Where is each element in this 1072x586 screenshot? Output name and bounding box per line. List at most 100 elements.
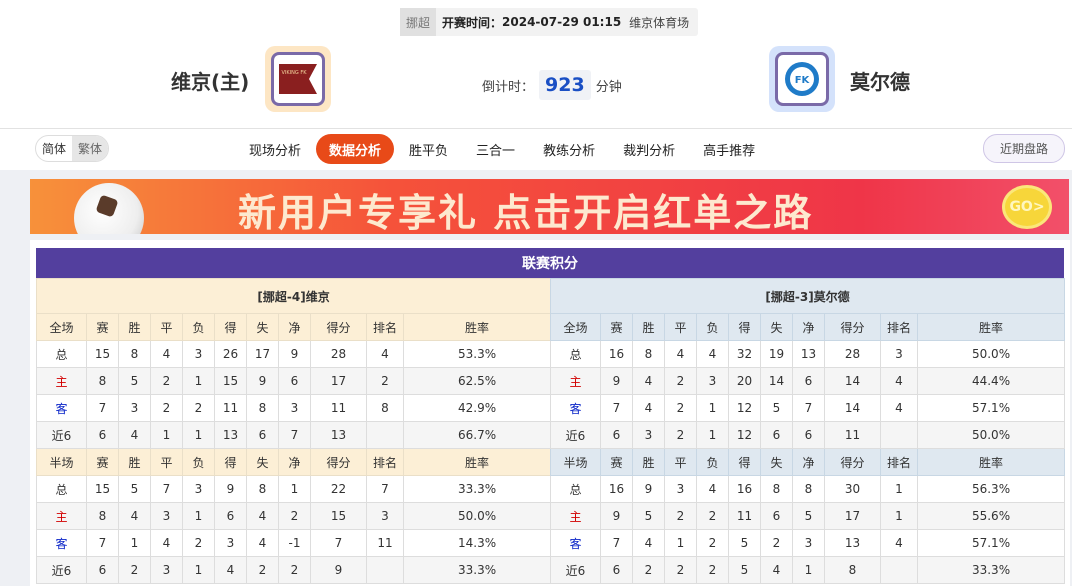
stat-cell: 2: [664, 556, 697, 584]
stat-cell: 13: [310, 421, 367, 449]
column-header: 胜率: [916, 313, 1066, 341]
home-team-name[interactable]: 维京(主): [171, 70, 250, 94]
league-tag[interactable]: 挪超: [400, 8, 437, 36]
stat-cell: 57.1%: [916, 394, 1066, 422]
row-label: 总: [36, 340, 87, 368]
stat-cell: 9: [278, 340, 311, 368]
away-team-logo[interactable]: FK: [769, 46, 835, 112]
stat-cell: 3: [150, 502, 183, 530]
language-toggle[interactable]: 简体 繁体: [35, 135, 110, 162]
lang-traditional[interactable]: 繁体: [72, 136, 109, 161]
tab-5[interactable]: 裁判分析: [623, 143, 676, 159]
stat-cell: 15: [214, 367, 247, 395]
stat-cell: 2: [150, 394, 183, 422]
stat-cell: 7: [600, 529, 633, 557]
tab-1[interactable]: 数据分析: [316, 134, 395, 164]
stat-cell: 7: [86, 394, 119, 422]
kickoff-time: 2024-07-29 01:15: [502, 15, 622, 29]
column-header-row: 全场赛胜平负得失净得分 排名 胜率: [550, 313, 1066, 341]
column-header: 排名: [366, 313, 404, 341]
stat-cell: 2: [664, 421, 697, 449]
stat-cell: 7: [366, 475, 404, 503]
countdown: 倒计时： 923 分钟: [482, 70, 622, 100]
column-header: 排名: [366, 448, 404, 476]
column-header: 排名: [880, 313, 918, 341]
stat-cell: 2: [664, 367, 697, 395]
stat-cell: 3: [214, 529, 247, 557]
tab-0[interactable]: 现场分析: [249, 143, 302, 159]
home-team-logo[interactable]: VIKING FK: [265, 46, 331, 112]
table-row: 主 8 4 3 1 6 4 2 15 3 50.0%: [36, 502, 552, 530]
stat-cell: 2: [696, 529, 729, 557]
promo-banner[interactable]: 新用户专享礼 点击开启红单之路 GO>: [30, 179, 1069, 234]
stat-cell: 7: [600, 394, 633, 422]
column-header: 平: [664, 448, 697, 476]
row-label: 客: [36, 394, 87, 422]
stat-cell: -1: [278, 529, 311, 557]
stat-cell: 5: [632, 502, 665, 530]
table-row: 总 15 5 7 3 9 8 1 22 7 33.3%: [36, 475, 552, 503]
column-header: 胜率: [916, 448, 1066, 476]
tab-3[interactable]: 三合一: [476, 143, 516, 159]
stat-cell: 53.3%: [402, 340, 552, 368]
stat-cell: 8: [246, 394, 279, 422]
table-row: 总 15 8 4 3 26 17 9 28 4 53.3%: [36, 340, 552, 368]
stat-cell: 5: [728, 529, 761, 557]
row-label: 近6: [550, 556, 601, 584]
stat-cell: 19: [760, 340, 793, 368]
column-header: 胜: [118, 313, 151, 341]
stat-cell: 4: [366, 340, 404, 368]
stat-cell: 26: [214, 340, 247, 368]
table-row: 客 7 3 2 2 11 8 3 11 8 42.9%: [36, 394, 552, 422]
home-standings-table: [挪超-4]维京 全场赛胜平负得失净得分 排名 胜率总 15 8 4 3 26 17 9 28 4 53.…: [35, 278, 552, 584]
countdown-label: 倒计时：: [482, 79, 535, 95]
tab-4[interactable]: 教练分析: [543, 143, 596, 159]
table-row: 近6 6 2 3 1 4 2 2 9 33.3%: [36, 556, 552, 584]
stat-cell: 11: [728, 502, 761, 530]
tab-2[interactable]: 胜平负: [409, 143, 449, 159]
stat-cell: 8: [824, 556, 881, 584]
away-team-name[interactable]: 莫尔德: [850, 70, 910, 94]
stat-cell: 3: [792, 529, 825, 557]
stat-cell: 1: [278, 475, 311, 503]
stat-cell: 4: [696, 475, 729, 503]
lang-simplified[interactable]: 简体: [42, 142, 67, 156]
standings-title: 联赛积分: [36, 248, 1064, 278]
tabs: 现场分析 数据分析 胜平负 三合一 教练分析 裁判分析 高手推荐: [236, 134, 770, 164]
stat-cell: 2: [278, 556, 311, 584]
stat-cell: 9: [600, 367, 633, 395]
column-header: 排名: [880, 448, 918, 476]
stat-cell: 4: [246, 502, 279, 530]
stat-cell: 7: [278, 421, 311, 449]
stat-cell: 1: [880, 502, 918, 530]
table-row: 近6 6 4 1 1 13 6 7 13 66.7%: [36, 421, 552, 449]
column-header: 胜: [632, 448, 665, 476]
stat-cell: 6: [792, 421, 825, 449]
column-header: 赛: [600, 448, 633, 476]
column-header: 失: [760, 313, 793, 341]
stat-cell: 1: [182, 421, 215, 449]
table-row: 主 9 4 2 3 20 14 6 14 4 44.4%: [550, 367, 1066, 395]
stat-cell: 17: [310, 367, 367, 395]
stat-cell: 6: [214, 502, 247, 530]
stat-cell: 2: [118, 556, 151, 584]
stat-cell: 3: [880, 340, 918, 368]
stat-cell: 3: [278, 394, 311, 422]
stat-cell: 2: [278, 502, 311, 530]
stat-cell: 3: [182, 475, 215, 503]
column-header: 净: [792, 448, 825, 476]
venue: 维京体育场: [629, 15, 690, 30]
go-button[interactable]: GO>: [1002, 185, 1052, 229]
stat-cell: 9: [310, 556, 367, 584]
stat-cell: 4: [632, 367, 665, 395]
stat-cell: 3: [366, 502, 404, 530]
stat-cell: 14: [824, 394, 881, 422]
column-header-row: 半场赛胜平负得失净得分 排名 胜率: [550, 448, 1066, 476]
tab-6[interactable]: 高手推荐: [703, 143, 756, 159]
table-row: 客 7 4 2 1 12 5 7 14 4 57.1%: [550, 394, 1066, 422]
recent-handicap-button[interactable]: 近期盘路: [983, 134, 1065, 163]
stat-cell: 56.3%: [916, 475, 1066, 503]
stat-cell: 8: [246, 475, 279, 503]
stat-cell: 3: [182, 340, 215, 368]
row-label: 总: [550, 475, 601, 503]
